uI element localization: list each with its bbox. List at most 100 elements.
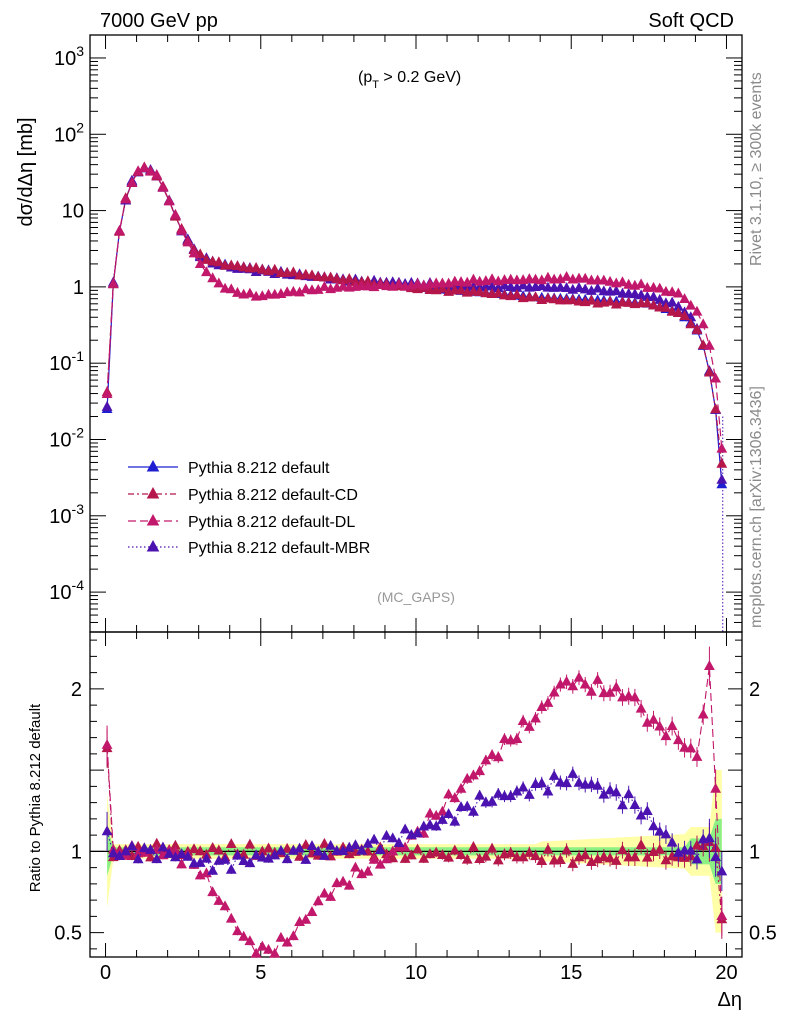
data-point	[610, 285, 622, 296]
ratio-point	[654, 825, 666, 836]
ratio-point	[672, 734, 684, 745]
data-point	[579, 272, 591, 283]
data-point	[114, 224, 125, 235]
ratio-point	[629, 799, 641, 809]
data-point	[325, 271, 337, 282]
ratio-point	[486, 795, 498, 806]
y-tick-label: 10-2	[49, 424, 84, 451]
ratio-point	[387, 832, 399, 843]
data-point	[710, 372, 722, 383]
data-point	[486, 273, 498, 284]
ratio-point	[424, 819, 436, 829]
ratio-point	[499, 733, 510, 744]
ratio-point	[586, 778, 597, 789]
ratio-point	[238, 855, 250, 865]
data-point	[319, 281, 330, 291]
x-tick-label: 10	[405, 962, 427, 984]
data-point	[586, 294, 597, 305]
data-point	[635, 278, 647, 289]
data-point	[294, 286, 305, 297]
ratio-point	[325, 839, 337, 850]
data-point	[679, 310, 690, 320]
data-point	[126, 176, 138, 187]
ratio-point	[350, 839, 361, 850]
ratio-point	[573, 776, 585, 787]
data-point	[710, 403, 722, 414]
ratio-point	[300, 913, 312, 924]
ratio-point	[294, 842, 305, 853]
series-line-pythia-8-212-default-mbr	[106, 167, 723, 480]
ratio-point	[704, 832, 715, 843]
ratio-point	[530, 850, 541, 861]
data-point	[666, 305, 678, 316]
data-point	[213, 277, 225, 288]
data-point	[672, 307, 684, 317]
ratio-point	[654, 720, 666, 731]
data-point	[511, 281, 523, 292]
ratio-point	[362, 837, 374, 848]
data-point	[567, 294, 579, 305]
data-point	[151, 169, 163, 179]
ratio-point	[393, 837, 405, 847]
y-tick-label: 10-4	[49, 577, 84, 604]
ratio-point	[554, 854, 566, 865]
ratio-point	[337, 845, 349, 856]
ratio-point	[573, 671, 585, 682]
data-point	[654, 282, 666, 293]
legend-label: Pythia 8.212 default-CD	[188, 487, 358, 504]
legend-label: Pythia 8.212 default-DL	[188, 514, 355, 531]
ratio-point	[579, 849, 591, 860]
ratio-point	[219, 900, 231, 911]
data-point	[672, 300, 684, 311]
x-tick-label: 5	[255, 962, 266, 984]
ratio-point	[635, 809, 647, 820]
data-point	[343, 272, 355, 283]
ratio-point	[691, 853, 703, 864]
ratio-point	[468, 805, 479, 816]
ratio-point	[604, 784, 616, 795]
data-point	[716, 473, 728, 484]
data-point	[455, 284, 467, 295]
ratio-point	[182, 850, 194, 861]
data-point	[691, 305, 703, 316]
ratio-point	[517, 715, 529, 726]
ratio-point	[145, 851, 156, 862]
legend-marker	[146, 540, 160, 552]
ratio-point	[716, 910, 728, 920]
ratio-point	[281, 853, 293, 864]
data-point	[182, 236, 194, 247]
ratio-point	[480, 850, 492, 861]
data-point	[157, 181, 169, 192]
data-point	[256, 263, 268, 274]
ratio-point	[275, 931, 287, 942]
ratio-point	[312, 845, 324, 856]
mcplots-label: mcplots.cern.ch [arXiv:1306.3436]	[748, 386, 765, 628]
y-tick-label: 102	[54, 119, 84, 146]
ratio-point	[561, 777, 572, 788]
ratio-point	[163, 847, 175, 858]
ratio-point	[350, 861, 361, 872]
data-point	[163, 195, 175, 206]
ratio-point	[610, 786, 622, 797]
data-point	[579, 283, 591, 294]
ratio-point	[126, 840, 138, 851]
data-point	[207, 272, 219, 283]
data-point	[691, 324, 703, 334]
ratio-point	[443, 851, 454, 862]
data-point	[176, 224, 187, 235]
ratio-point	[312, 895, 324, 906]
ratio-point	[356, 868, 368, 879]
ratio-point	[586, 856, 597, 866]
data-point	[362, 275, 374, 286]
data-point	[685, 299, 697, 310]
ratio-point	[641, 716, 653, 727]
ratio-point	[430, 809, 442, 820]
ratio-point	[461, 800, 473, 811]
ratio-point	[287, 930, 299, 941]
data-point	[530, 291, 541, 302]
ratio-point	[617, 844, 628, 855]
ratio-point	[356, 844, 368, 855]
ratio-point	[263, 842, 274, 853]
y-tick-label: 10-3	[49, 501, 84, 528]
ratio-point	[188, 843, 200, 854]
